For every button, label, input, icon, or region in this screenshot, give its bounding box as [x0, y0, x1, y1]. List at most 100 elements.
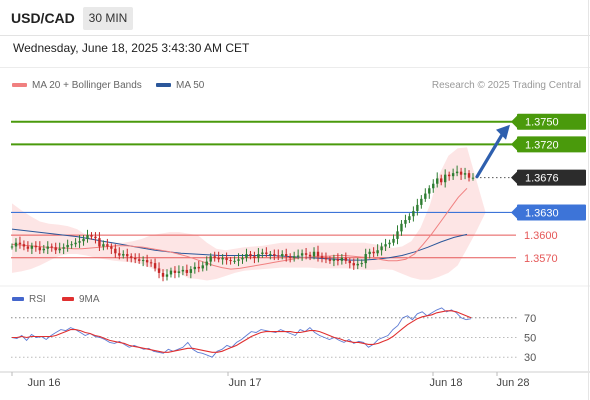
candle-body-104 — [424, 193, 427, 199]
level-label-1.3720: 1.3720 — [525, 139, 559, 151]
candle-body-84 — [344, 257, 348, 261]
timeframe-button[interactable]: 30 MIN — [83, 7, 133, 30]
candle-body-8 — [42, 248, 45, 251]
level-badge-1.3750 — [517, 113, 586, 130]
candle-body-4 — [26, 246, 30, 249]
candle-body-28 — [122, 254, 125, 256]
candle-body-101 — [412, 210, 415, 217]
candle-body-18 — [82, 238, 85, 242]
candle-body-19 — [86, 235, 89, 239]
x-tick-label-0: Jun 16 — [27, 377, 60, 389]
candle-body-90 — [368, 251, 371, 255]
candle-body-30 — [130, 256, 133, 258]
candle-body-48 — [201, 265, 204, 269]
candle-body-32 — [137, 259, 141, 261]
candle-body-2 — [18, 242, 22, 245]
candle-body-100 — [408, 216, 411, 221]
candle-body-56 — [233, 260, 236, 262]
candle-body-114 — [463, 173, 467, 175]
candle-body-47 — [197, 266, 200, 269]
legend-9ma-label: 9MA — [79, 294, 100, 305]
candle-body-42 — [177, 271, 181, 273]
candle-body-0 — [10, 246, 14, 248]
candle-body-37 — [157, 268, 161, 273]
level-pointer-1.3720 — [511, 138, 517, 151]
candle-body-14 — [66, 244, 69, 248]
candle-body-21 — [94, 236, 97, 239]
candle-body-3 — [22, 244, 26, 247]
candle-body-108 — [440, 178, 443, 183]
candle-body-91 — [372, 251, 375, 254]
candle-body-40 — [169, 270, 173, 275]
candle-body-88 — [360, 263, 363, 265]
candle-body-57 — [237, 259, 240, 261]
candle-body-80 — [328, 259, 332, 261]
last-price-label: 1.3676 — [525, 173, 559, 185]
candle-body-69 — [285, 254, 288, 257]
candle-body-31 — [133, 257, 137, 260]
candle-body-66 — [273, 254, 276, 256]
candle-body-9 — [46, 246, 49, 249]
candle-body-89 — [364, 254, 367, 264]
candle-body-109 — [443, 174, 447, 183]
candle-body-58 — [241, 257, 244, 260]
candle-body-12 — [58, 248, 61, 251]
chart-header: USD/CAD 30 MIN — [0, 0, 590, 36]
legend-ma20-label: MA 20 + Bollinger Bands — [32, 80, 142, 91]
candle-body-94 — [384, 244, 387, 247]
candle-body-115 — [467, 173, 471, 178]
candle-body-7 — [38, 247, 42, 251]
rsi-ma-line — [12, 310, 472, 353]
candle-body-65 — [269, 254, 272, 256]
candle-body-99 — [404, 220, 407, 224]
candle-body-87 — [356, 263, 359, 266]
candle-body-49 — [205, 261, 208, 266]
level-badge-1.3630 — [517, 204, 586, 221]
candle-body-83 — [340, 257, 344, 261]
candle-body-29 — [126, 254, 129, 257]
x-tick-label-2: Jun 18 — [429, 377, 462, 389]
candle-body-45 — [189, 269, 193, 273]
candle-body-5 — [30, 245, 34, 249]
candle-body-102 — [416, 204, 419, 211]
candle-body-70 — [288, 256, 292, 258]
candle-body-43 — [181, 269, 185, 272]
legend-rsi: RSI — [12, 294, 46, 305]
candle-body-75 — [308, 254, 312, 257]
candle-body-113 — [459, 171, 463, 175]
candle-body-16 — [74, 242, 77, 245]
candle-body-35 — [149, 262, 153, 264]
candle-body-85 — [348, 260, 352, 264]
candle-body-103 — [420, 198, 423, 205]
bollinger-band — [12, 147, 486, 281]
candle-body-44 — [185, 269, 189, 273]
candle-body-24 — [106, 244, 109, 247]
candle-body-59 — [245, 254, 248, 258]
candle-body-39 — [165, 274, 169, 277]
candle-body-67 — [277, 255, 280, 257]
rsi-line — [11, 307, 472, 358]
legend-ma20: MA 20 + Bollinger Bands — [12, 80, 142, 91]
last-price-badge — [517, 169, 586, 186]
header-divider — [0, 67, 590, 68]
candle-body-71 — [292, 256, 296, 258]
rsi-tick-30: 30 — [524, 352, 536, 364]
candle-body-97 — [396, 231, 399, 239]
9ma-swatch — [62, 297, 74, 302]
forecast-arrow-shaft — [475, 133, 504, 179]
ma20-swatch — [12, 83, 27, 88]
legend-ma50-label: MA 50 — [176, 80, 205, 91]
candle-body-72 — [296, 255, 300, 257]
candle-body-68 — [281, 254, 284, 257]
candle-body-53 — [221, 257, 224, 260]
candle-body-55 — [229, 260, 232, 262]
x-tick-label-1: Jun 17 — [228, 377, 261, 389]
legend-rsi-label: RSI — [29, 294, 46, 305]
candle-body-46 — [193, 266, 197, 270]
candle-body-61 — [253, 256, 256, 258]
candle-body-54 — [225, 257, 228, 261]
candle-body-93 — [380, 246, 383, 251]
candle-body-107 — [436, 178, 439, 184]
candle-body-10 — [50, 246, 53, 248]
